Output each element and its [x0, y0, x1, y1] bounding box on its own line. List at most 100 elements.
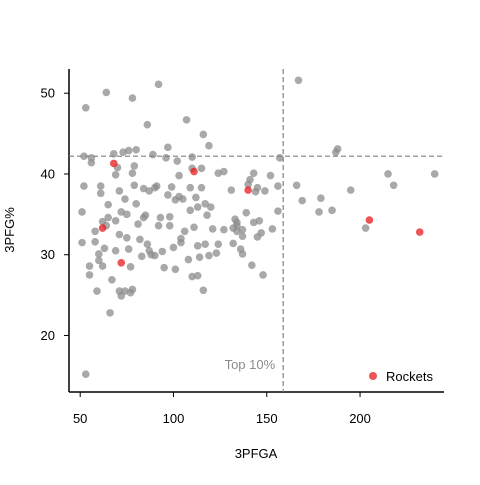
x-axis-label: 3PFGA [235, 446, 278, 461]
player-point [238, 225, 247, 234]
legend-label-rockets: Rockets [386, 369, 433, 384]
player-point [95, 250, 103, 258]
player-point [78, 238, 86, 247]
player-point [145, 187, 154, 195]
rockets-point [98, 224, 107, 232]
player-point [164, 191, 172, 199]
player-point [361, 224, 370, 232]
player-point [192, 193, 200, 202]
player-point [188, 272, 196, 281]
player-point [156, 213, 165, 222]
player-point [143, 120, 152, 129]
player-point [197, 164, 206, 173]
player-point [238, 232, 247, 240]
player-point [208, 225, 217, 233]
player-point [80, 152, 88, 161]
player-point [259, 271, 267, 279]
points-layer [78, 76, 439, 379]
player-point [346, 186, 355, 194]
player-point [294, 76, 303, 85]
player-point [249, 169, 258, 177]
player-point [130, 181, 139, 190]
player-point [81, 370, 90, 379]
legend-marker-rockets [369, 372, 377, 380]
player-point [141, 211, 150, 219]
player-point [253, 183, 262, 192]
player-point [123, 233, 131, 242]
player-point [317, 194, 325, 202]
player-point [199, 286, 208, 295]
top-10-annotation: Top 10% [225, 357, 276, 372]
player-point [188, 153, 196, 161]
player-point [180, 227, 189, 236]
player-point [80, 182, 88, 190]
player-point [203, 211, 211, 219]
player-point [315, 208, 323, 216]
player-point [128, 94, 137, 102]
player-point [276, 154, 284, 162]
player-point [85, 271, 94, 279]
player-point [328, 206, 336, 215]
player-point [220, 225, 228, 234]
player-point [199, 130, 208, 139]
player-point [143, 240, 152, 249]
player-point [106, 309, 114, 317]
player-point [98, 262, 107, 270]
y-tick-label: 20 [41, 328, 55, 343]
player-point [124, 146, 133, 155]
player-point [121, 195, 129, 203]
player-point [190, 223, 198, 232]
y-axis-label: 3PFG% [2, 207, 17, 253]
player-point [205, 141, 213, 150]
player-point [162, 154, 170, 162]
player-point [274, 207, 282, 215]
player-point [214, 240, 223, 249]
y-tick-label: 30 [41, 247, 55, 262]
player-point [132, 145, 140, 154]
player-point [229, 239, 237, 248]
player-point [333, 145, 342, 153]
player-point [78, 208, 86, 216]
player-point [292, 181, 301, 190]
player-point [87, 158, 96, 167]
rockets-point [415, 228, 424, 236]
ticks-layer: 50 100 150 200 20 30 40 50 [41, 86, 371, 426]
player-point [85, 262, 94, 270]
player-point [248, 261, 256, 270]
player-point [246, 175, 254, 184]
player-point [257, 229, 265, 237]
rockets-point [244, 186, 252, 194]
player-point [389, 181, 398, 190]
player-point [205, 251, 213, 260]
player-point [197, 183, 206, 192]
player-point [96, 182, 105, 190]
player-point [193, 271, 202, 280]
player-point [100, 244, 109, 253]
player-point [124, 245, 133, 253]
player-point [233, 221, 241, 230]
player-point [160, 263, 168, 272]
player-point [186, 183, 195, 192]
y-tick-label: 50 [41, 86, 55, 101]
player-point [195, 253, 204, 261]
player-point [134, 220, 142, 228]
player-point [102, 88, 111, 97]
player-point [169, 243, 178, 252]
player-point [152, 182, 161, 190]
x-tick-label: 100 [163, 411, 185, 426]
y-tick-label: 40 [41, 166, 55, 181]
player-point [261, 187, 269, 195]
player-point [384, 170, 392, 178]
player-point [173, 157, 182, 165]
player-point [184, 255, 193, 264]
player-point [177, 234, 185, 243]
player-point [130, 162, 139, 170]
reference-lines-layer: Top 10% [69, 69, 444, 392]
player-point [96, 189, 105, 198]
player-point [126, 263, 135, 271]
rockets-point [109, 159, 118, 168]
player-point [165, 221, 174, 230]
player-point [91, 238, 99, 246]
